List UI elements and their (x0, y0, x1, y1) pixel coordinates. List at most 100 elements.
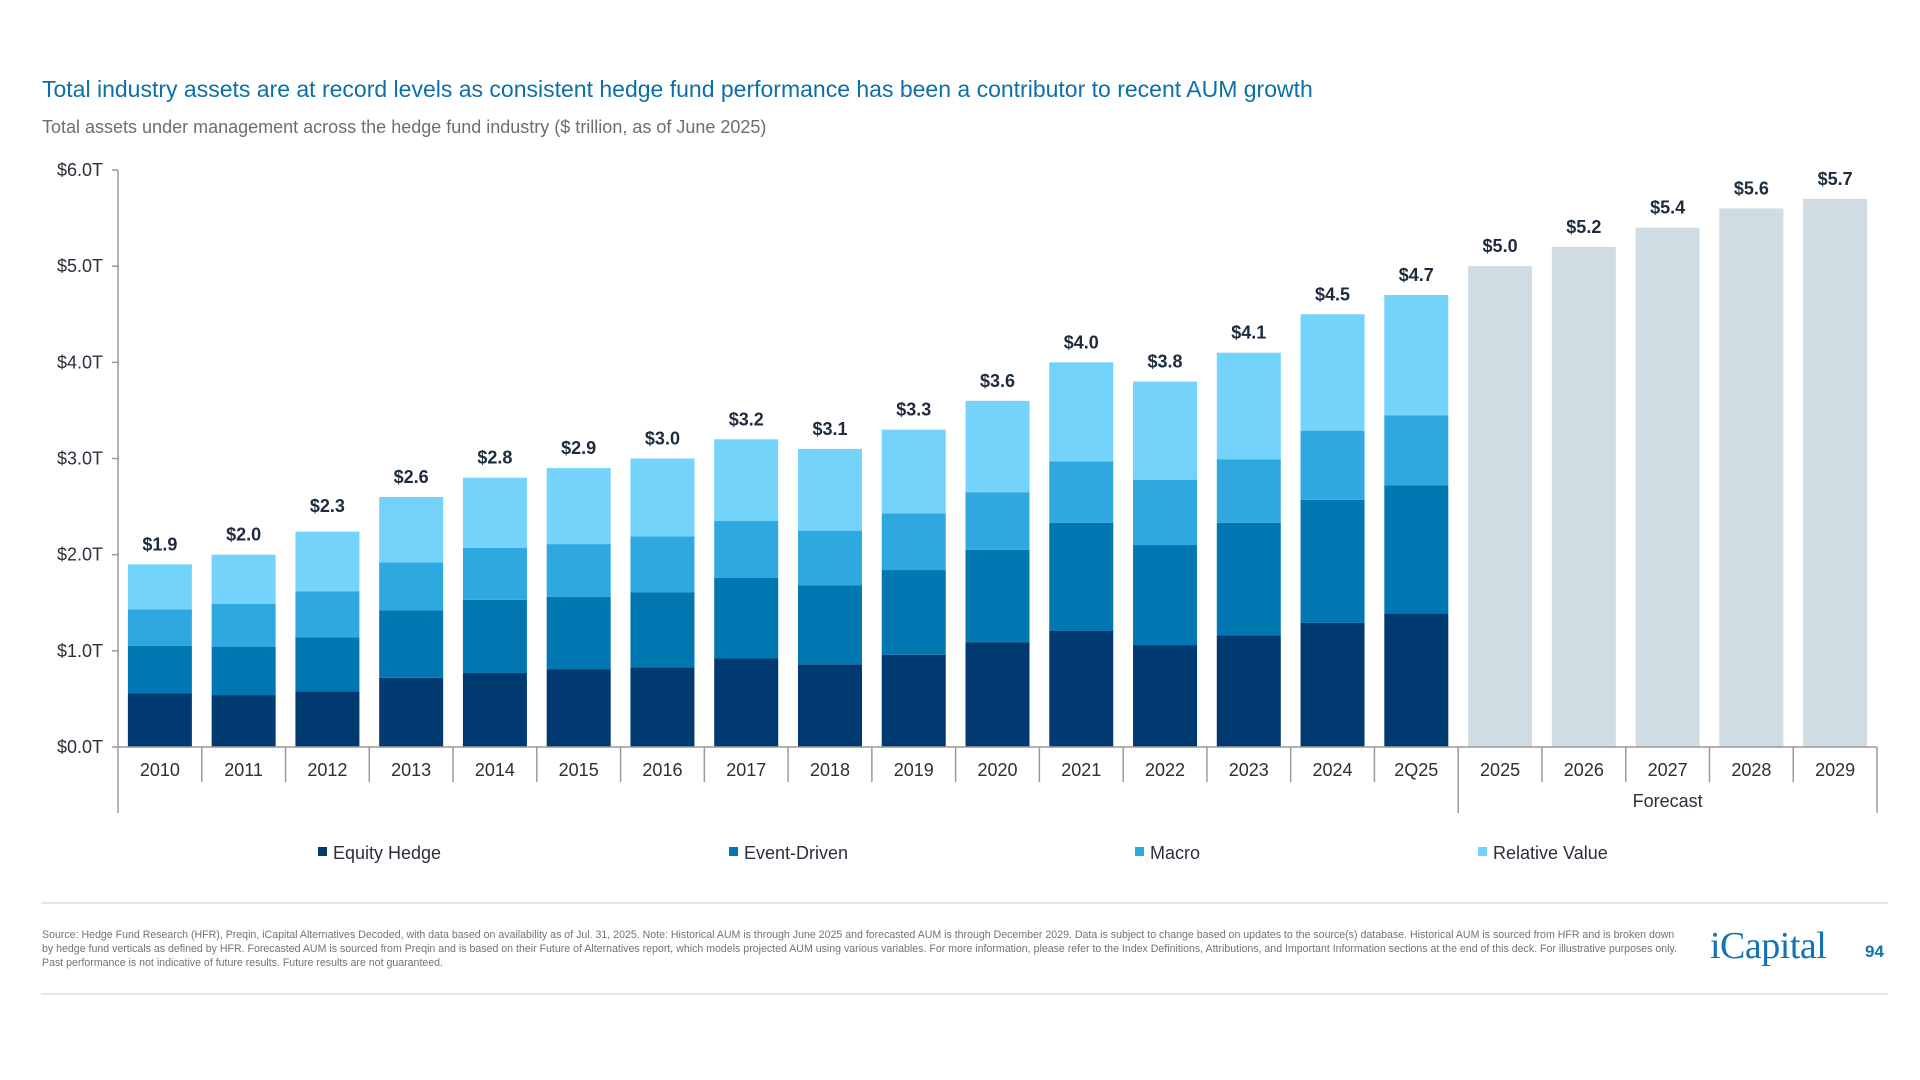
total-label: $4.7 (1399, 265, 1434, 285)
y-tick-label: $0.0T (57, 737, 103, 757)
x-tick-label: 2027 (1648, 760, 1688, 780)
bar-segment-event-driven (1300, 499, 1365, 623)
x-tick-label: 2017 (726, 760, 766, 780)
bar-segment-macro (1384, 415, 1449, 486)
bar-segment-event-driven (1049, 522, 1114, 631)
bar-segment-relative-value (797, 448, 862, 531)
total-label: $3.6 (980, 371, 1015, 391)
y-tick-label: $3.0T (57, 449, 103, 469)
bar-segment-event-driven (965, 549, 1030, 643)
stacked-bar-chart: $0.0T $1.0T $2.0T $3.0T $4.0T $5.0T $6.0T $1.9 2… (57, 160, 1878, 863)
bar-segment-event-driven (462, 599, 527, 673)
x-tick-label: 2019 (894, 760, 934, 780)
bar-segment-relative-value (965, 400, 1030, 493)
x-tick-label: 2013 (391, 760, 431, 780)
x-tick-label: 2020 (977, 760, 1017, 780)
legend-label: Event-Driven (744, 843, 848, 863)
bar-segment-event-driven (881, 570, 946, 655)
x-tick-label: 2012 (307, 760, 347, 780)
bar-segment-macro (797, 530, 862, 586)
bar-segment-relative-value (462, 477, 527, 548)
bar-segment-macro (211, 603, 276, 647)
y-tick-label: $1.0T (57, 641, 103, 661)
bar-segment-event-driven (1216, 522, 1281, 636)
bar-segment-macro (295, 591, 360, 638)
bar-segment-macro (630, 536, 695, 593)
bar-segment-macro (546, 544, 611, 597)
page-number: 94 (1865, 942, 1884, 961)
bar-forecast (1551, 246, 1616, 747)
bar-segment-equity-hedge (881, 654, 946, 747)
bar-segment-relative-value (211, 554, 276, 604)
x-tick-label: 2016 (642, 760, 682, 780)
divider-top (41, 902, 1888, 904)
total-label: $5.4 (1650, 198, 1685, 218)
bar-segment-event-driven (546, 596, 611, 670)
total-label: $3.8 (1148, 352, 1183, 372)
total-label: $3.0 (645, 429, 680, 449)
bar-segment-macro (1300, 430, 1365, 500)
bar-segment-macro (1133, 479, 1198, 546)
bar-segment-macro (462, 547, 527, 600)
bar-segment-event-driven (1384, 485, 1449, 614)
x-tick-label: 2026 (1564, 760, 1604, 780)
bar-segment-equity-hedge (127, 693, 192, 747)
bar-segment-macro (1049, 461, 1114, 523)
bar-segment-event-driven (295, 637, 360, 692)
x-tick-label: 2014 (475, 760, 515, 780)
total-label: $3.1 (812, 419, 847, 439)
bar-segment-relative-value (630, 458, 695, 537)
x-tick-label: 2029 (1815, 760, 1855, 780)
legend-swatch-macro (1135, 847, 1144, 856)
x-tick-label: 2018 (810, 760, 850, 780)
x-tick-label: 2010 (140, 760, 180, 780)
bar-forecast (1719, 208, 1784, 747)
bar-segment-macro (379, 562, 444, 611)
bar-segment-macro (965, 492, 1030, 550)
total-label: $5.0 (1483, 236, 1518, 256)
bar-segment-relative-value (1384, 295, 1449, 416)
total-label: $2.0 (226, 525, 261, 545)
bar-segment-event-driven (797, 585, 862, 665)
x-tick-label: 2022 (1145, 760, 1185, 780)
x-tick-label: 2024 (1313, 760, 1353, 780)
total-label: $4.1 (1231, 323, 1266, 343)
total-label: $1.9 (142, 534, 177, 554)
bar-segment-equity-hedge (797, 664, 862, 747)
y-tick-label: $5.0T (57, 256, 103, 276)
chart-subtitle: Total assets under management across the… (42, 117, 767, 137)
bar-segment-event-driven (630, 592, 695, 668)
bar-segment-relative-value (881, 429, 946, 514)
bar-segment-relative-value (295, 531, 360, 592)
x-tick-label: 2028 (1731, 760, 1771, 780)
bar-segment-macro (881, 513, 946, 571)
legend-label: Macro (1150, 843, 1200, 863)
bar-forecast (1468, 266, 1533, 747)
bar-segment-equity-hedge (462, 672, 527, 747)
total-label: $4.5 (1315, 284, 1350, 304)
forecast-bracket-label: Forecast (1633, 791, 1703, 811)
icapital-logo: iCapital (1710, 925, 1827, 967)
legend-label: Equity Hedge (333, 843, 441, 863)
bar-segment-macro (714, 521, 779, 578)
total-label: $2.8 (477, 448, 512, 468)
bar-segment-equity-hedge (546, 669, 611, 747)
x-tick-label: 2023 (1229, 760, 1269, 780)
divider-bottom (41, 993, 1888, 995)
bar-segment-equity-hedge (714, 658, 779, 747)
bar-segment-equity-hedge (379, 677, 444, 747)
x-tick-label: 2021 (1061, 760, 1101, 780)
bar-segment-event-driven (379, 610, 444, 678)
bar-segment-relative-value (1049, 362, 1114, 462)
x-tick-label: 2015 (559, 760, 599, 780)
y-tick-label: $2.0T (57, 545, 103, 565)
bar-segment-relative-value (1216, 352, 1281, 460)
total-label: $4.0 (1064, 332, 1099, 352)
bar-segment-equity-hedge (965, 642, 1030, 747)
total-label: $2.6 (394, 467, 429, 487)
bar-segment-event-driven (127, 646, 192, 694)
bar-segment-equity-hedge (1049, 630, 1114, 747)
total-label: $2.9 (561, 438, 596, 458)
total-label: $3.2 (729, 409, 764, 429)
bar-segment-equity-hedge (630, 667, 695, 747)
